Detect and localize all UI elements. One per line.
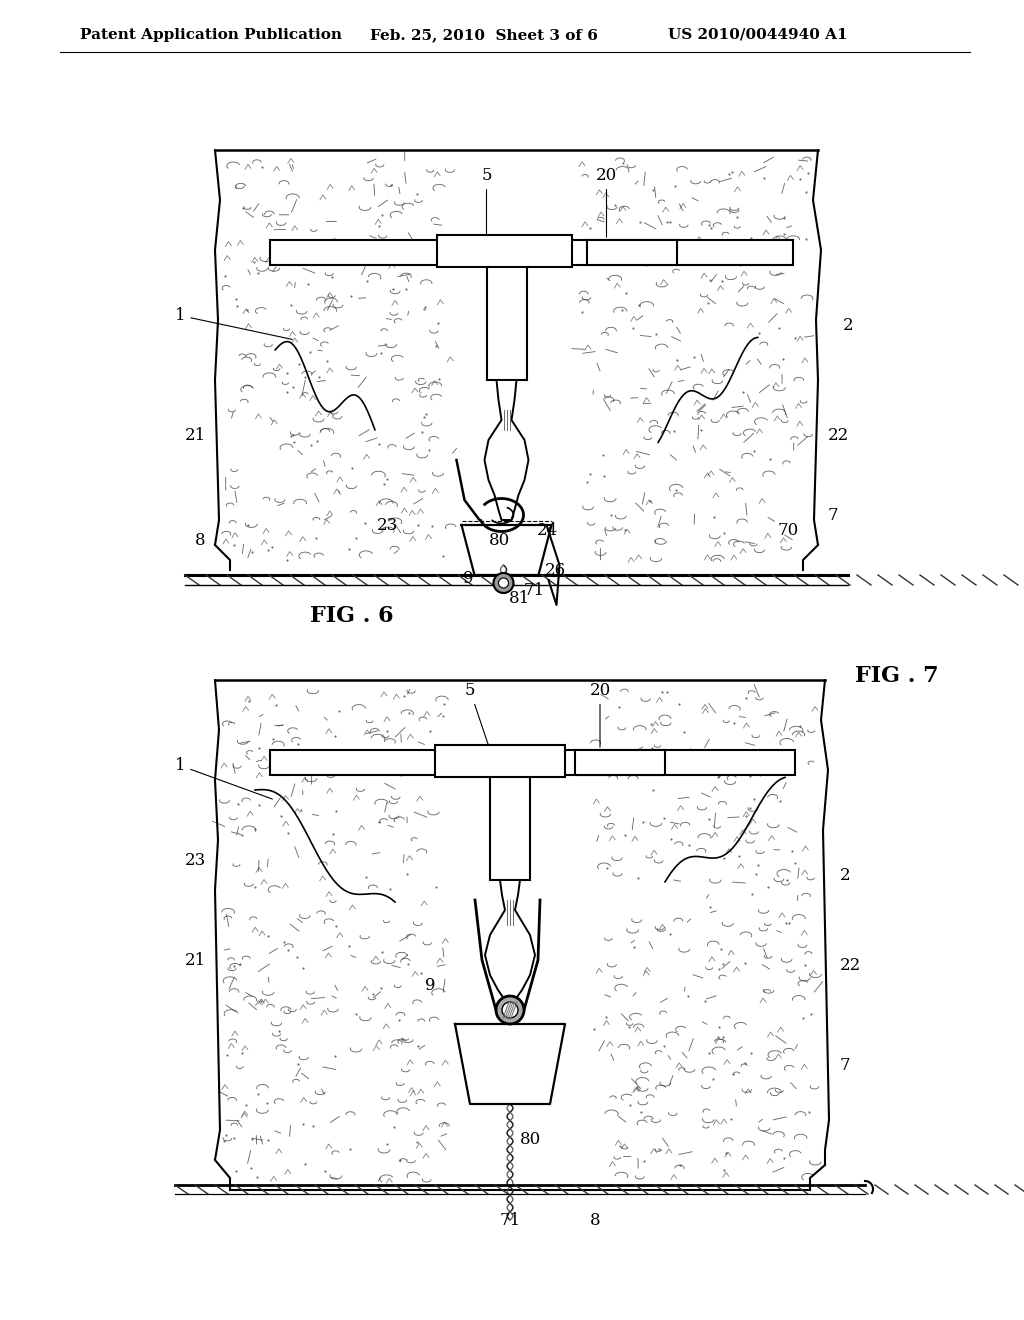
Text: 20: 20 [590, 682, 610, 747]
Circle shape [494, 573, 513, 593]
Bar [575, 750, 665, 775]
Text: 9: 9 [464, 570, 474, 587]
Bar [490, 775, 530, 880]
Polygon shape [484, 380, 528, 520]
Text: 2: 2 [840, 867, 851, 884]
Bar [270, 750, 795, 775]
Text: FIG . 6: FIG . 6 [310, 605, 393, 627]
Polygon shape [215, 680, 825, 1191]
Text: 8: 8 [590, 1212, 601, 1229]
Text: 20: 20 [596, 168, 617, 238]
Text: 21: 21 [185, 952, 206, 969]
Text: 8: 8 [195, 532, 206, 549]
Text: 1: 1 [175, 756, 272, 799]
Text: 71: 71 [523, 582, 545, 599]
Text: 2: 2 [843, 317, 854, 334]
Text: US 2010/0044940 A1: US 2010/0044940 A1 [668, 28, 848, 42]
Bar [436, 235, 571, 267]
Text: 1: 1 [175, 308, 292, 339]
Text: 70: 70 [778, 521, 800, 539]
Text: 5: 5 [481, 168, 492, 234]
Text: 71: 71 [500, 1212, 521, 1229]
Text: 7: 7 [828, 507, 839, 524]
Text: 24: 24 [537, 521, 558, 539]
Bar [486, 265, 526, 380]
Text: 7: 7 [840, 1057, 851, 1074]
Text: 23: 23 [185, 851, 206, 869]
Bar [587, 240, 677, 265]
Text: 22: 22 [840, 957, 861, 974]
Text: 22: 22 [828, 426, 849, 444]
Circle shape [496, 997, 524, 1024]
Text: 80: 80 [488, 532, 510, 549]
Polygon shape [212, 150, 823, 570]
Text: Patent Application Publication: Patent Application Publication [80, 28, 342, 42]
Text: 23: 23 [377, 517, 397, 535]
Text: 80: 80 [520, 1131, 542, 1148]
Text: 21: 21 [185, 426, 206, 444]
Text: 81: 81 [509, 590, 529, 607]
Text: Feb. 25, 2010  Sheet 3 of 6: Feb. 25, 2010 Sheet 3 of 6 [370, 28, 598, 42]
Bar [270, 240, 793, 265]
Text: 9: 9 [425, 977, 435, 994]
Circle shape [499, 578, 509, 587]
Text: 26: 26 [545, 562, 565, 579]
Text: FIG . 7: FIG . 7 [855, 665, 939, 686]
Polygon shape [485, 880, 535, 1005]
Text: 5: 5 [465, 682, 489, 747]
Circle shape [502, 1002, 518, 1018]
Bar [435, 744, 565, 777]
